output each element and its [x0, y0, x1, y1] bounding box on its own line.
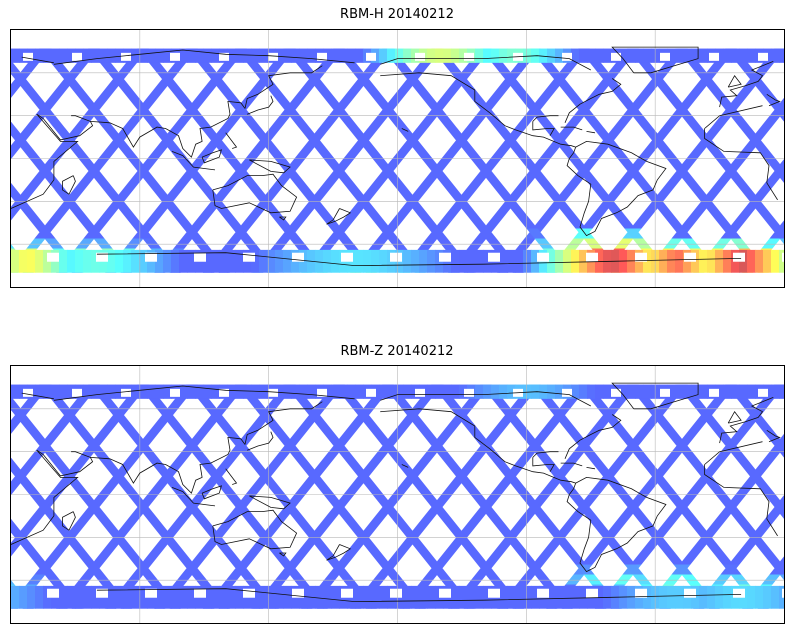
panel-title-rbm-h: RBM-H 20140212: [340, 7, 454, 22]
map-canvas-rbm-h: [11, 30, 784, 287]
swath-layer: [11, 48, 784, 273]
graticule: [11, 366, 784, 623]
map-panel-rbm-z: [10, 365, 785, 624]
map-canvas-rbm-z: [11, 366, 784, 623]
graticule: [11, 30, 784, 287]
swath-layer: [11, 384, 784, 609]
panel-title-rbm-z: RBM-Z 20140212: [340, 344, 454, 359]
coastlines: [11, 46, 781, 267]
coastlines: [11, 382, 781, 603]
map-panel-rbm-h: [10, 29, 785, 288]
